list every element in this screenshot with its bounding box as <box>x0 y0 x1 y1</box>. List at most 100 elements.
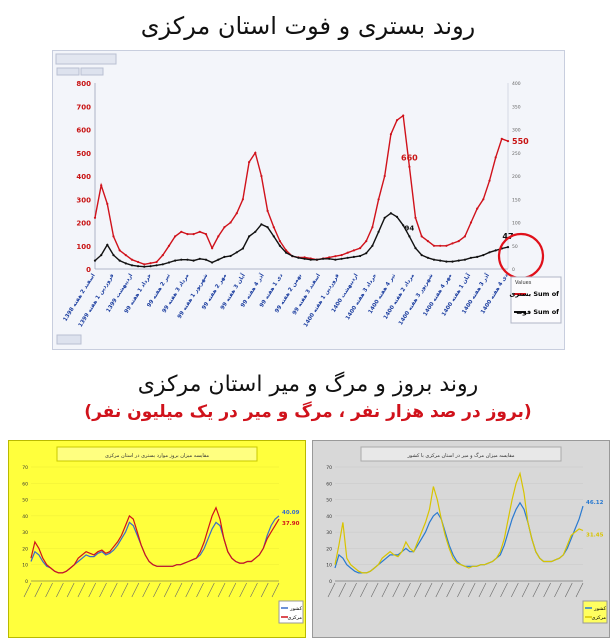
data-point-death <box>408 235 411 238</box>
highlight-circle <box>497 232 545 280</box>
y-right-tick-label: 150 <box>512 197 521 203</box>
data-point-hospitalized <box>118 249 121 252</box>
data-point-hospitalized <box>359 247 362 250</box>
data-point-death <box>346 256 349 259</box>
data-point-death <box>186 258 189 261</box>
legend-entry-death: فوت Sum of <box>516 308 559 316</box>
main-title: روند بستری و فوت استان مرکزی <box>140 12 476 40</box>
mortality-legend-country: کشور <box>593 606 606 612</box>
y-left-tick-label: 700 <box>76 103 91 111</box>
incidence-legend-markazi: مرکزی <box>288 615 303 621</box>
y-tick-label: 60 <box>326 481 332 487</box>
x-tick-mark <box>381 582 390 598</box>
data-point-death <box>161 263 164 266</box>
pivot-field-button-2[interactable] <box>80 67 104 76</box>
data-point-hospitalized <box>420 235 423 238</box>
x-tick-mark <box>403 582 411 598</box>
data-point-death <box>303 257 306 260</box>
x-tick-mark <box>413 582 422 598</box>
data-point-hospitalized <box>248 161 251 164</box>
data-point-death <box>297 256 300 259</box>
data-point-death <box>248 235 251 238</box>
data-point-death <box>266 226 269 229</box>
x-tick-mark <box>478 582 487 598</box>
data-point-death <box>432 258 436 261</box>
data-point-death <box>229 254 232 258</box>
data-point-death <box>328 257 331 260</box>
data-point-hospitalized <box>439 244 442 247</box>
data-point-death <box>149 265 152 268</box>
data-point-death <box>322 257 325 260</box>
x-tick-mark <box>109 582 118 598</box>
series-line-markazi <box>334 471 584 574</box>
legend-title: Values <box>515 280 532 286</box>
data-point-death <box>457 259 460 262</box>
x-tick-mark <box>207 582 215 598</box>
mortality-legend: کشور مرکزی <box>582 600 608 624</box>
data-point-hospitalized <box>100 184 103 187</box>
data-point-hospitalized <box>365 240 368 243</box>
y-tick-label: 70 <box>326 465 332 471</box>
data-point-hospitalized <box>106 202 109 205</box>
data-point-death <box>476 255 479 258</box>
x-tick-label: 1400 شهریور 3 هفته <box>398 273 435 327</box>
data-point-death <box>340 257 343 260</box>
data-point-death <box>371 244 374 247</box>
data-point-death <box>106 243 109 246</box>
x-tick-mark <box>554 582 562 598</box>
incidence-legend: کشور مرکزی <box>278 600 304 624</box>
y-left-tick-label: 600 <box>76 127 91 135</box>
data-point-death <box>389 212 392 215</box>
pivot-filter-button[interactable] <box>55 53 117 65</box>
data-point-death <box>167 261 171 264</box>
y-right-tick-label: 0 <box>512 267 515 273</box>
hospitalization-death-chart: 0 100 200 300 400 500 600 700 800 0 50 100 150 200 25… <box>55 53 562 345</box>
pivot-field-button-1[interactable] <box>56 67 80 76</box>
data-point-death <box>395 215 399 218</box>
data-point-hospitalized <box>278 240 281 243</box>
data-point-death <box>426 256 429 259</box>
data-point-death <box>174 259 177 262</box>
x-tick-mark <box>239 582 247 598</box>
x-tick-mark <box>457 582 465 598</box>
x-tick-mark <box>174 582 183 598</box>
second-title: روند بروز و مرگ و میر استان مرکزی <box>137 372 479 397</box>
second-subtitle: (بروز در صد هزار نفر ، مرگ و میر در یک م… <box>84 402 532 422</box>
data-point-death <box>488 251 491 254</box>
end-value-label: 31.45 <box>586 533 604 539</box>
hospitalization-death-chart-panel: 0 100 200 300 400 500 600 700 800 0 50 100 150 200 25… <box>52 50 565 350</box>
x-tick-mark <box>66 582 75 598</box>
incidence-chart: مقایسه میزان بروز موارد بستری در استان م… <box>22 446 304 624</box>
x-tick-mark <box>543 582 551 598</box>
data-point-hospitalized <box>167 244 171 247</box>
series-line-death <box>94 212 509 268</box>
data-point-hospitalized <box>130 258 134 261</box>
data-point-hospitalized <box>389 133 392 136</box>
x-tick-mark <box>131 582 140 598</box>
annotation-label: 550 <box>512 137 529 146</box>
x-tick-mark <box>99 582 107 598</box>
data-point-hospitalized <box>377 198 380 201</box>
x-tick-mark <box>45 582 53 598</box>
y-tick-label: 50 <box>22 498 28 504</box>
data-point-hospitalized <box>124 254 127 257</box>
x-tick-mark <box>142 582 150 598</box>
x-tick-mark <box>521 582 530 598</box>
y-tick-label: 20 <box>326 546 332 552</box>
y-left-tick-label: 200 <box>76 220 91 228</box>
data-point-death <box>365 252 368 255</box>
data-point-death <box>180 258 183 261</box>
y-tick-label: 40 <box>22 514 28 520</box>
pivot-axis-button[interactable] <box>56 334 82 345</box>
x-tick-mark <box>435 582 444 598</box>
x-tick-mark <box>500 582 508 598</box>
data-point-death <box>451 260 454 263</box>
x-tick-mark <box>564 582 573 598</box>
data-point-death <box>223 255 226 258</box>
data-point-death <box>235 251 238 254</box>
data-point-hospitalized <box>371 226 374 229</box>
x-tick-mark <box>511 582 519 598</box>
end-value-label: 46.12 <box>586 500 604 506</box>
data-point-death <box>241 247 244 250</box>
data-point-hospitalized <box>174 235 177 238</box>
